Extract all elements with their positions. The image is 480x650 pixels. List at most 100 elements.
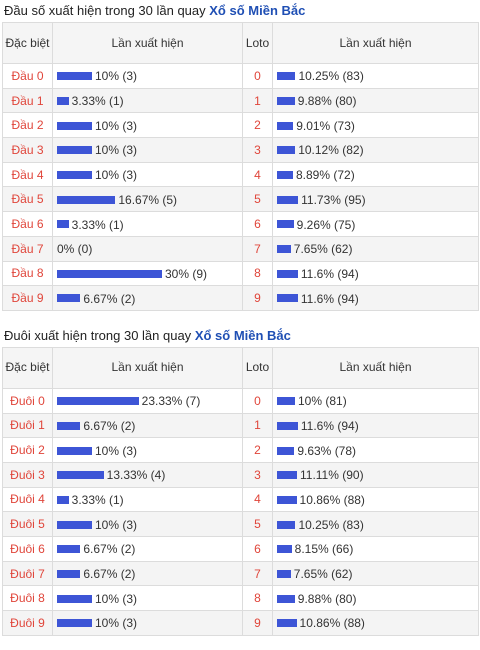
loto-number: 1 xyxy=(242,412,273,439)
table-row: Đầu 6 3.33% (1) 6 9.26% (75) xyxy=(2,211,479,237)
loto-cell: 11.73% (95) xyxy=(272,186,479,213)
table-row: Đuôi 3 13.33% (4) 3 11.11% (90) xyxy=(2,461,479,488)
loto-bar xyxy=(277,294,298,303)
loto-value: 10.12% (82) xyxy=(298,143,364,158)
table-row: Đầu 7 0% (0) 7 7.65% (62) xyxy=(2,235,479,262)
loto-number: 0 xyxy=(242,63,273,89)
row-label[interactable]: Đuôi 6 xyxy=(2,536,53,562)
loto-bar xyxy=(277,495,297,504)
special-cell: 6.67% (2) xyxy=(52,560,243,587)
row-label[interactable]: Đuôi 1 xyxy=(2,412,53,439)
header-occurrences: Lần xuất hiện xyxy=(52,22,243,64)
row-label[interactable]: Đuôi 4 xyxy=(2,486,53,513)
special-bar xyxy=(57,72,92,81)
lottery-link[interactable]: Xổ số Miền Bắc xyxy=(209,3,306,18)
row-label[interactable]: Đầu 8 xyxy=(2,260,53,287)
loto-bar xyxy=(277,545,292,554)
loto-value: 10.25% (83) xyxy=(298,517,364,532)
row-label[interactable]: Đầu 5 xyxy=(2,186,53,213)
table-row: Đuôi 0 23.33% (7) 0 10% (81) xyxy=(2,387,479,414)
special-value: 10% (3) xyxy=(95,118,138,133)
loto-cell: 11.6% (94) xyxy=(272,260,479,287)
row-label[interactable]: Đuôi 8 xyxy=(2,585,53,612)
loto-cell: 11.6% (94) xyxy=(272,285,479,311)
row-label[interactable]: Đầu 2 xyxy=(2,112,53,139)
row-label[interactable]: Đuôi 2 xyxy=(2,437,53,463)
header-special: Đặc biệt xyxy=(2,22,53,64)
loto-value: 9.26% (75) xyxy=(296,217,356,232)
table-row: Đuôi 1 6.67% (2) 1 11.6% (94) xyxy=(2,412,479,439)
special-value: 16.67% (5) xyxy=(118,192,178,207)
special-bar xyxy=(57,220,69,229)
loto-cell: 11.11% (90) xyxy=(272,461,479,488)
special-bar xyxy=(57,294,81,303)
special-bar xyxy=(57,594,92,603)
loto-value: 11.6% (94) xyxy=(300,291,359,306)
section-title: Đuôi xuất hiện trong 30 lần quay Xổ số M… xyxy=(0,325,480,347)
row-label[interactable]: Đầu 7 xyxy=(2,235,53,262)
table-header-row: Đặc biệt Lần xuất hiện Loto Lần xuất hiện xyxy=(2,22,479,64)
loto-number: 4 xyxy=(242,486,273,513)
row-label[interactable]: Đầu 0 xyxy=(2,63,53,89)
table-row: Đầu 4 10% (3) 4 8.89% (72) xyxy=(2,161,479,188)
loto-cell: 8.89% (72) xyxy=(272,161,479,188)
special-value: 10% (3) xyxy=(95,443,138,458)
loto-value: 10.86% (88) xyxy=(299,616,365,631)
loto-cell: 10.86% (88) xyxy=(272,610,479,636)
loto-bar xyxy=(277,220,294,229)
special-cell: 10% (3) xyxy=(52,63,243,89)
special-bar xyxy=(57,421,81,430)
table-row: Đầu 1 3.33% (1) 1 9.88% (80) xyxy=(2,87,479,114)
loto-cell: 9.01% (73) xyxy=(272,112,479,139)
loto-number: 8 xyxy=(242,585,273,612)
special-value: 6.67% (2) xyxy=(83,542,136,557)
table-header-row: Đặc biệt Lần xuất hiện Loto Lần xuất hiện xyxy=(2,346,479,389)
special-bar xyxy=(57,471,104,480)
row-label[interactable]: Đuôi 0 xyxy=(2,387,53,414)
lottery-link[interactable]: Xổ số Miền Bắc xyxy=(194,327,291,343)
special-cell: 0% (0) xyxy=(52,235,243,262)
special-value: 10% (3) xyxy=(95,616,138,631)
loto-cell: 7.65% (62) xyxy=(272,235,479,262)
row-label[interactable]: Đầu 9 xyxy=(2,285,53,311)
loto-value: 8.89% (72) xyxy=(296,168,355,182)
table-row: Đầu 5 16.67% (5) 5 11.73% (95) xyxy=(2,186,479,213)
loto-number: 3 xyxy=(242,137,273,163)
special-value: 10% (3) xyxy=(95,591,138,606)
table-row: Đầu 9 6.67% (2) 9 11.6% (94) xyxy=(2,285,479,311)
row-label[interactable]: Đầu 4 xyxy=(2,161,53,188)
special-cell: 3.33% (1) xyxy=(52,211,243,237)
row-label[interactable]: Đuôi 7 xyxy=(2,560,53,587)
loto-value: 11.11% (90) xyxy=(299,468,364,483)
row-label[interactable]: Đuôi 3 xyxy=(2,461,53,488)
loto-cell: 9.88% (80) xyxy=(272,87,479,114)
header-loto-occurrences: Lần xuất hiện xyxy=(272,22,479,64)
row-label[interactable]: Đuôi 5 xyxy=(2,511,53,537)
loto-value: 7.65% (62) xyxy=(293,242,353,257)
special-cell: 10% (3) xyxy=(52,511,243,537)
loto-bar xyxy=(277,121,294,130)
loto-value: 10% (81) xyxy=(298,394,347,409)
loto-number: 9 xyxy=(242,610,273,636)
loto-value: 8.15% (66) xyxy=(294,542,354,557)
special-value: 0% (0) xyxy=(57,242,93,257)
row-label[interactable]: Đầu 1 xyxy=(2,87,53,114)
loto-value: 9.63% (78) xyxy=(297,443,357,458)
section-title: Đầu số xuất hiện trong 30 lần quay Xổ số… xyxy=(0,0,480,22)
special-bar xyxy=(57,446,92,455)
loto-value: 11.6% (94) xyxy=(300,266,359,281)
row-label[interactable]: Đuôi 9 xyxy=(2,610,53,636)
special-value: 3.33% (1) xyxy=(71,492,124,507)
row-label[interactable]: Đầu 6 xyxy=(2,211,53,237)
loto-bar xyxy=(277,421,298,430)
special-cell: 10% (3) xyxy=(52,585,243,612)
special-cell: 10% (3) xyxy=(52,610,243,636)
special-bar xyxy=(57,171,92,179)
row-label[interactable]: Đầu 3 xyxy=(2,137,53,163)
special-value: 3.33% (1) xyxy=(71,93,124,108)
stats-page: Đầu số xuất hiện trong 30 lần quay Xổ số… xyxy=(0,0,480,636)
header-occurrences: Lần xuất hiện xyxy=(52,346,243,389)
header-special: Đặc biệt xyxy=(2,346,53,389)
special-bar xyxy=(57,495,69,504)
special-value: 3.33% (1) xyxy=(71,217,124,232)
